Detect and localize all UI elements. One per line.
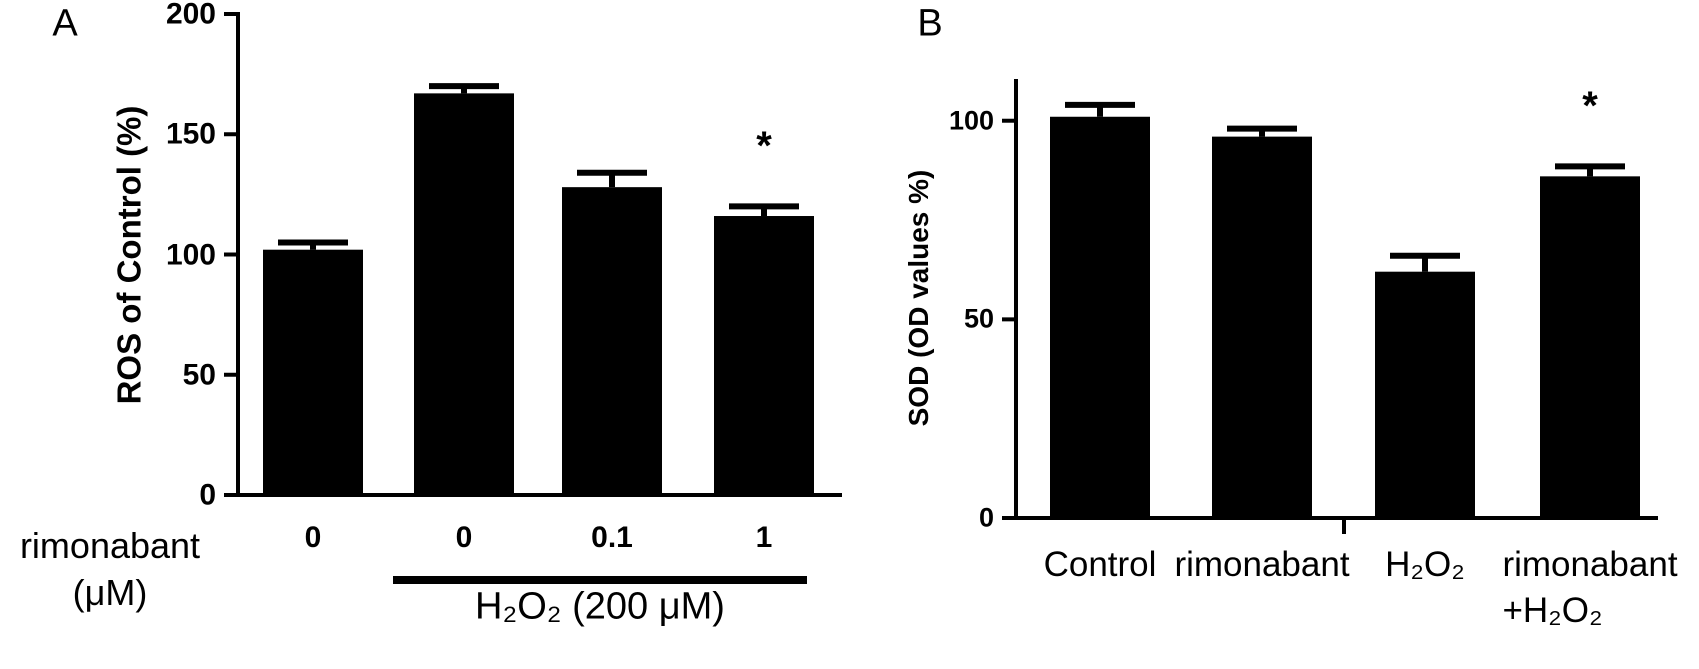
bar [562,187,662,495]
bar [1212,136,1312,519]
bar [714,216,814,495]
x-tick-label: rimonabant [1174,545,1350,585]
y-tick-label: 0 [978,502,994,533]
error-bar [729,203,799,217]
bar [1050,116,1150,518]
x-tick-label: 1 [755,520,773,554]
error-bar [1065,101,1135,117]
y-tick-label: 100 [948,105,994,136]
x-tick-label: 0.1 [591,520,633,554]
y-tick-label: 150 [165,117,216,151]
x-tick-label: 0 [304,520,322,554]
error-bar [429,83,499,94]
annotation: * [756,124,772,169]
y-tick-label: 100 [165,238,216,271]
bar [414,93,514,496]
y-tick-label: 50 [963,303,994,334]
y-tick-label: 50 [182,358,216,392]
y-axis-label: ROS of Control (%) [110,105,148,405]
error-bar [278,239,348,250]
y-tick-label: 0 [199,478,216,512]
group-label: H₂O₂ (200 μM) [475,585,725,628]
x-tick-label: H₂O₂ [1385,545,1465,585]
error-bar [577,169,647,188]
error-bar [1390,252,1460,272]
annotation: * [1582,84,1598,129]
x-axis-label: rimonabant (μM) [19,525,201,613]
x-tick-label: rimonabant +H₂O₂ [1502,545,1678,630]
panel-label: A [52,2,78,45]
y-axis-label: SOD (OD values %) [902,169,934,427]
x-tick-label: 0 [455,520,473,554]
bar [1375,271,1475,518]
error-bar [1555,163,1625,177]
bar [263,249,363,495]
y-tick-label: 200 [165,0,216,31]
panel-label: B [917,2,943,45]
x-tick-label: Control [1043,545,1157,585]
bar [1540,176,1640,518]
error-bar [1227,125,1297,137]
